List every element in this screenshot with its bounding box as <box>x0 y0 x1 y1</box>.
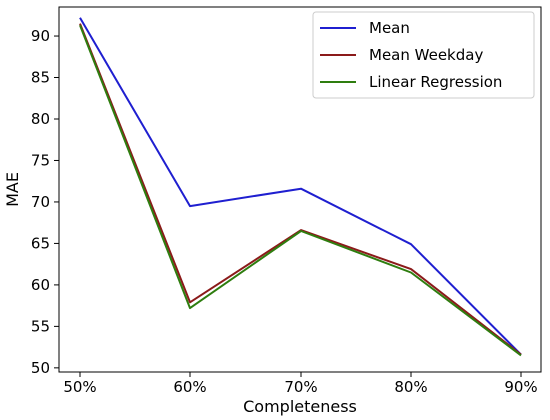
y-axis-label: MAE <box>3 172 22 207</box>
plot-frame <box>58 6 542 373</box>
x-tick-label: 70% <box>284 378 317 396</box>
y-tick-label: 60 <box>31 276 50 294</box>
x-tick-label: 80% <box>394 378 427 396</box>
x-tick-label: 90% <box>504 378 537 396</box>
y-tick-label: 80 <box>31 110 50 128</box>
legend-label-3: Linear Regression <box>369 73 502 91</box>
x-axis-label: Completeness <box>243 397 357 416</box>
y-tick-label: 75 <box>31 151 50 169</box>
y-tick-label: 50 <box>31 359 50 377</box>
y-tick-label: 65 <box>31 234 50 252</box>
y-tick-label: 85 <box>31 69 50 87</box>
x-axis-ticks: 50% 60% 70% 80% 90% <box>63 372 538 396</box>
y-tick-label: 70 <box>31 193 50 211</box>
legend-label-2: Mean Weekday <box>369 46 483 64</box>
series-lines <box>79 17 522 357</box>
legend: Mean Mean Weekday Linear Regression <box>312 11 535 99</box>
legend-box <box>312 11 535 99</box>
y-tick-label: 55 <box>31 317 50 335</box>
series-line-1 <box>79 17 522 356</box>
x-tick-label: 60% <box>173 378 206 396</box>
legend-label-1: Mean <box>369 19 410 37</box>
x-tick-label: 50% <box>63 378 96 396</box>
y-tick-label: 90 <box>31 27 50 45</box>
y-axis-ticks: 50 55 60 65 70 75 80 85 90 <box>31 27 59 377</box>
series-line-3 <box>79 24 522 357</box>
